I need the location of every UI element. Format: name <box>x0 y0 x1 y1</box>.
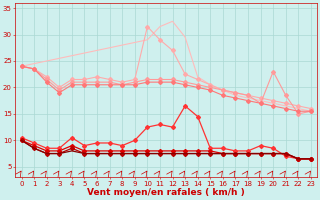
X-axis label: Vent moyen/en rafales ( km/h ): Vent moyen/en rafales ( km/h ) <box>87 188 245 197</box>
